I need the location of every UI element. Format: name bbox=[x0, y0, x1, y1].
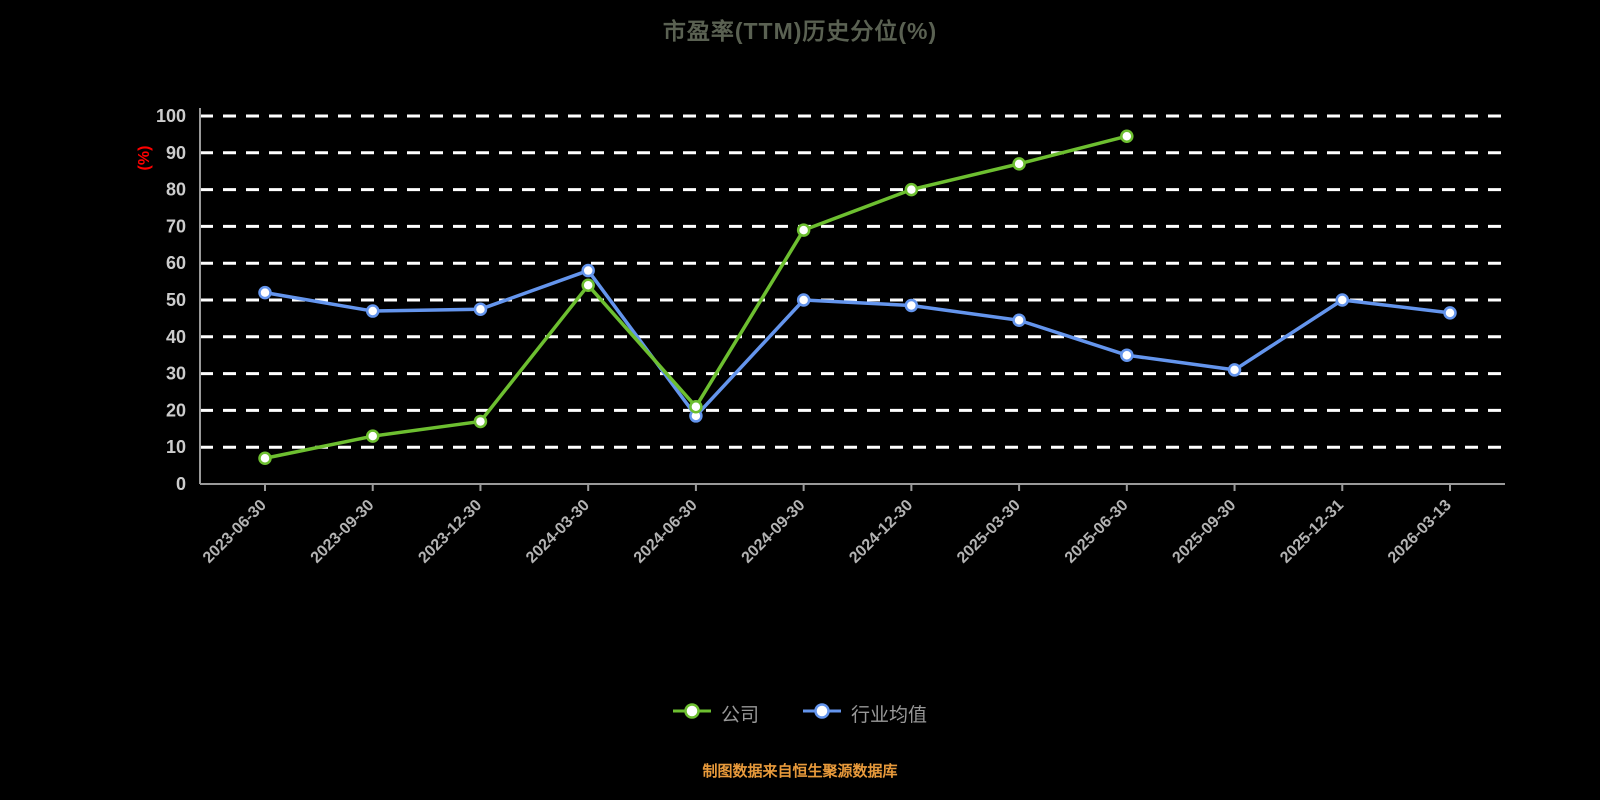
y-axis-tick-label: 60 bbox=[166, 253, 186, 273]
company-data-point bbox=[689, 399, 703, 414]
industry-data-point bbox=[796, 293, 811, 307]
x-axis-tick-label: 2024-03-30 bbox=[523, 497, 593, 567]
company-data-point bbox=[581, 278, 595, 293]
legend-item-industry[interactable]: 行业均值 bbox=[803, 700, 927, 727]
industry-data-point bbox=[258, 285, 272, 300]
company-data-point bbox=[473, 414, 488, 429]
industry-data-point bbox=[1012, 313, 1026, 327]
y-axis-tick-label: 70 bbox=[166, 216, 186, 236]
chart-legend: 公司 行业均值 bbox=[0, 700, 1600, 727]
x-axis-tick-label: 2025-12-31 bbox=[1277, 497, 1347, 567]
y-axis-tick-label: 10 bbox=[166, 437, 186, 457]
x-axis-tick-label: 2026-03-13 bbox=[1385, 497, 1455, 567]
y-axis-tick-label: 0 bbox=[176, 474, 186, 494]
x-axis-tick-label: 2024-09-30 bbox=[739, 497, 809, 567]
x-axis-tick-label: 2024-12-30 bbox=[846, 497, 916, 567]
x-axis-tick-label: 2023-12-30 bbox=[415, 497, 485, 567]
company-data-point bbox=[904, 182, 919, 197]
company-data-point bbox=[796, 223, 811, 237]
x-axis-tick-label: 2023-06-30 bbox=[200, 497, 270, 567]
industry-data-point bbox=[904, 298, 919, 313]
y-axis-tick-label: 90 bbox=[166, 143, 186, 163]
industry-data-point bbox=[1120, 348, 1134, 362]
industry-data-point bbox=[365, 304, 380, 318]
company-legend-marker bbox=[672, 701, 711, 726]
industry-data-point bbox=[581, 263, 595, 278]
chart-title: 市盈率(TTM)历史分位(%) bbox=[662, 18, 938, 44]
company-data-point bbox=[1120, 129, 1134, 143]
legend-item-company[interactable]: 公司 bbox=[672, 700, 759, 727]
data-source-note: 制图数据来自恒生聚源数据库 bbox=[702, 763, 898, 780]
x-axis-tick-label: 2024-06-30 bbox=[631, 497, 701, 567]
industry-data-point bbox=[1335, 293, 1350, 307]
company-data-point bbox=[365, 429, 380, 443]
industry-legend-marker bbox=[803, 701, 841, 726]
y-axis-tick-label: 80 bbox=[166, 180, 186, 200]
industry-legend-label: 行业均值 bbox=[851, 705, 928, 726]
industry-data-point bbox=[1227, 363, 1242, 377]
company-data-point bbox=[1012, 157, 1026, 171]
y-axis-tick-label: 30 bbox=[166, 364, 186, 384]
industry-series-line bbox=[263, 268, 1452, 418]
x-axis-tick-label: 2025-09-30 bbox=[1169, 497, 1239, 567]
industry-data-point bbox=[473, 302, 488, 316]
company-legend-label: 公司 bbox=[720, 705, 759, 726]
company-data-point bbox=[258, 451, 272, 465]
y-axis-tick-label: 20 bbox=[166, 400, 186, 420]
y-axis-tick-label: 50 bbox=[166, 290, 186, 310]
y-axis-tick-label: 40 bbox=[166, 327, 186, 347]
y-axis-tick-label: 100 bbox=[156, 106, 186, 126]
x-axis-tick-label: 2025-06-30 bbox=[1062, 497, 1132, 567]
x-axis-tick-label: 2025-03-30 bbox=[954, 497, 1024, 567]
industry-data-point bbox=[1443, 306, 1457, 320]
x-axis-tick-label: 2023-09-30 bbox=[308, 497, 378, 567]
